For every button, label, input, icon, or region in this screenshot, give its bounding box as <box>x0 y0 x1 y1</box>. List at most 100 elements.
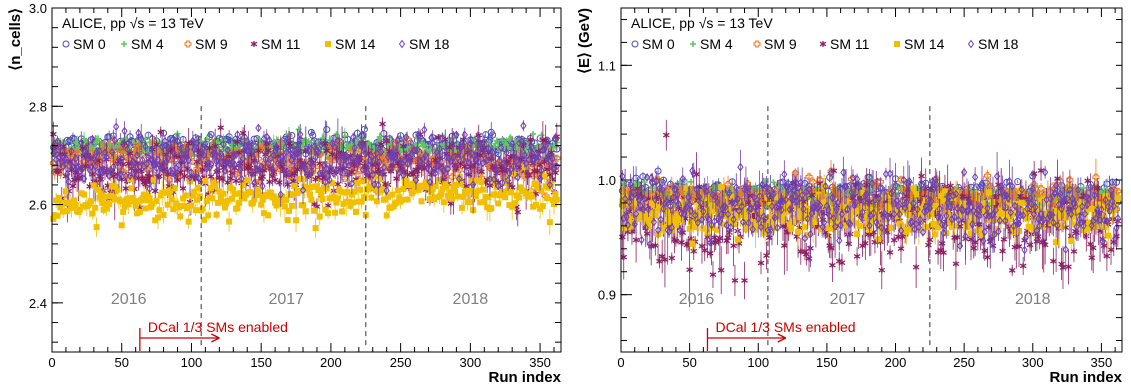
data-point <box>55 194 62 201</box>
data-point <box>353 208 360 215</box>
data-point <box>308 196 315 203</box>
data-point <box>454 193 461 200</box>
data-point <box>266 178 273 185</box>
data-point <box>202 177 209 184</box>
legend-marker <box>325 41 331 47</box>
data-point <box>212 183 219 190</box>
dcal-note-label: DCal 1/3 SMs enabled <box>148 319 288 335</box>
data-point <box>93 224 100 231</box>
data-point <box>479 186 486 193</box>
data-point <box>357 186 364 193</box>
data-point <box>418 198 425 205</box>
data-point <box>399 196 406 203</box>
data-point <box>449 195 456 202</box>
data-point <box>97 176 105 183</box>
data-point <box>220 190 227 197</box>
data-point <box>205 212 212 219</box>
data-point <box>513 143 520 150</box>
legend-label: SM 0 <box>73 36 106 52</box>
experiment-label: ALICE, pp √s = 13 TeV <box>62 15 204 31</box>
data-point <box>295 126 302 133</box>
data-point <box>128 185 135 192</box>
data-point <box>277 139 285 147</box>
data-point <box>92 204 99 211</box>
data-point <box>165 176 173 184</box>
data-point <box>207 173 215 180</box>
data-point <box>244 177 251 184</box>
data-point <box>224 179 232 186</box>
data-point <box>334 195 341 202</box>
data-point <box>323 126 331 134</box>
data-point <box>440 199 447 206</box>
data-point <box>256 137 263 144</box>
data-point <box>207 130 215 138</box>
data-point <box>142 205 149 212</box>
data-point <box>235 199 242 206</box>
year-label: 2018 <box>453 291 489 308</box>
data-point <box>495 143 502 150</box>
data-point <box>432 183 439 190</box>
data-point <box>95 135 102 142</box>
data-point <box>544 195 551 202</box>
x-tick-label: 350 <box>529 355 551 370</box>
data-point <box>302 208 309 215</box>
data-point <box>81 191 88 198</box>
data-point <box>101 193 108 200</box>
data-point <box>293 217 300 224</box>
legend-marker <box>250 41 258 47</box>
data-point <box>389 191 396 198</box>
data-point <box>300 142 307 149</box>
data-point <box>96 194 103 201</box>
y-tick-label: 2.4 <box>29 296 47 311</box>
data-point <box>81 135 88 142</box>
data-point <box>157 129 165 136</box>
legend-label: SM 4 <box>131 36 164 52</box>
data-point <box>358 198 365 205</box>
data-point <box>179 185 187 192</box>
data-point <box>217 124 225 131</box>
x-tick-label: 50 <box>114 355 128 370</box>
data-point <box>332 209 339 216</box>
data-point <box>319 135 326 142</box>
x-tick-label: 250 <box>390 355 412 370</box>
data-point <box>539 203 546 210</box>
legend-marker <box>62 40 70 48</box>
data-points <box>49 117 561 238</box>
data-point <box>255 147 262 154</box>
data-point <box>146 195 153 202</box>
data-point <box>546 171 554 178</box>
data-point <box>325 210 332 217</box>
data-point <box>514 209 522 216</box>
x-tick-label: 150 <box>250 355 272 370</box>
data-point <box>305 138 312 145</box>
x-tick-label: 300 <box>460 355 482 370</box>
data-point <box>182 192 189 199</box>
data-point <box>231 191 238 198</box>
data-point <box>316 213 323 220</box>
data-point <box>239 130 247 137</box>
data-point <box>265 212 272 219</box>
data-point <box>250 157 258 164</box>
data-point <box>248 151 255 158</box>
data-point <box>286 207 293 214</box>
data-point <box>493 137 500 144</box>
data-point <box>176 169 184 176</box>
data-point <box>106 201 113 208</box>
data-point <box>421 141 428 148</box>
data-point <box>118 222 125 229</box>
data-point <box>211 143 219 150</box>
data-point <box>232 177 240 184</box>
data-point <box>393 175 400 182</box>
data-point <box>218 175 226 182</box>
data-point <box>528 193 535 200</box>
data-point <box>164 201 171 208</box>
legend-label: SM 14 <box>335 36 376 52</box>
data-point <box>88 198 95 205</box>
data-point <box>213 211 220 218</box>
y-tick-label: 2.6 <box>29 198 47 213</box>
data-point <box>538 132 545 139</box>
data-point <box>354 137 361 144</box>
data-point <box>193 158 201 165</box>
